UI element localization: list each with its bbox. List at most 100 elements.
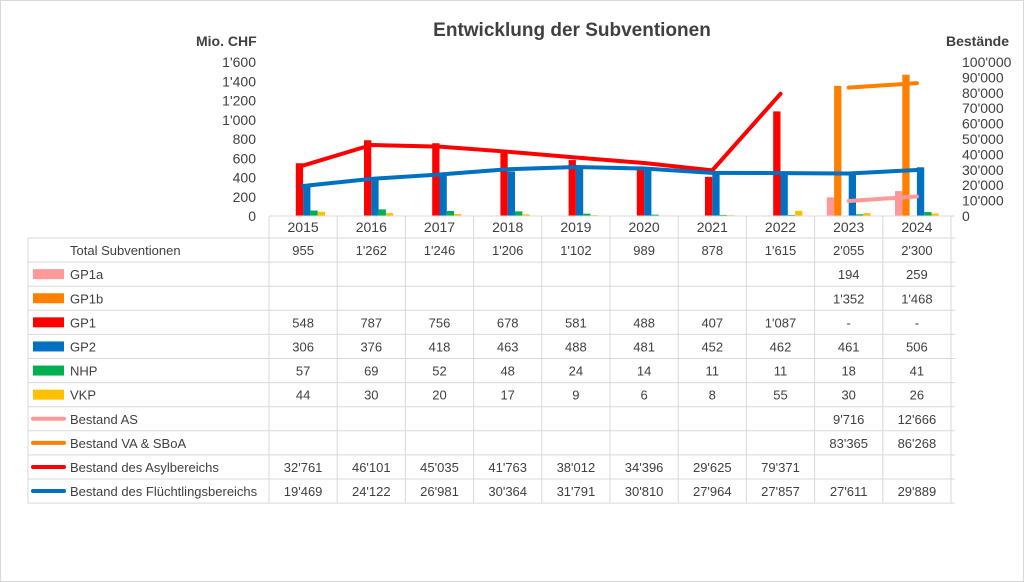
- bar-gp2: [303, 186, 311, 216]
- y-tick-label: 1'000: [222, 112, 256, 128]
- data-label: 488: [633, 315, 655, 330]
- data-label: 1'206: [492, 243, 523, 258]
- chart-title: Entwicklung der Subventionen: [433, 20, 711, 41]
- data-label: 41'763: [488, 460, 527, 475]
- legend-key-gp1a: [33, 269, 64, 280]
- y-tick-label: 1'200: [222, 93, 256, 109]
- x-tick-label: 2018: [492, 219, 523, 235]
- data-label: 1'246: [424, 243, 455, 258]
- data-label: 461: [838, 339, 860, 354]
- data-label: 30: [364, 388, 378, 403]
- line-bestand-des-asylbereichs: [301, 91, 783, 173]
- bar-gp2: [371, 179, 379, 216]
- bar-vkp: [863, 213, 871, 216]
- bar-gp2: [916, 167, 925, 216]
- x-tick-label: 2016: [356, 219, 387, 235]
- bar-nhp: [310, 210, 318, 216]
- data-label: 27'857: [761, 484, 800, 499]
- bar-gp2: [780, 171, 788, 216]
- data-label: 1'087: [765, 315, 796, 330]
- data-label: 69: [364, 364, 378, 379]
- bar-nhp: [583, 213, 591, 216]
- data-label: 44: [296, 388, 310, 403]
- row-label: GP1b: [70, 291, 103, 306]
- x-tick-label: 2019: [560, 219, 591, 235]
- x-tick-label: 2024: [901, 219, 932, 235]
- bar-nhp: [787, 214, 796, 216]
- data-label: 48: [500, 364, 514, 379]
- bar-gp1b: [834, 85, 842, 217]
- x-tick-label: 2021: [697, 219, 728, 235]
- bar-gp1: [432, 143, 440, 216]
- data-label: 9'716: [833, 412, 864, 427]
- data-label: 46'101: [352, 460, 391, 475]
- bar-gp2: [439, 175, 447, 216]
- bar-nhp: [856, 214, 864, 216]
- data-label: 548: [292, 315, 314, 330]
- y2-tick-label: 20'000: [962, 177, 1004, 193]
- data-label: 1'262: [356, 243, 387, 258]
- bar-gp2: [848, 171, 856, 216]
- bar-gp1a: [826, 197, 835, 216]
- y-tick-label: 1'400: [222, 73, 256, 89]
- y2-tick-label: 100'000: [962, 54, 1012, 70]
- row-label: Total Subventionen: [70, 243, 181, 258]
- bar-gp1b: [902, 74, 910, 216]
- bar-vkp: [385, 213, 394, 216]
- row-label: Bestand des Asylbereichs: [70, 460, 219, 475]
- data-label: 407: [701, 315, 723, 330]
- data-label: 678: [497, 315, 519, 330]
- row-label: VKP: [70, 388, 96, 403]
- data-label: 24'122: [352, 484, 391, 499]
- y2-axis-label: Bestände: [946, 33, 1009, 49]
- line-bestand-des-fl-chtlingsbereichs: [301, 165, 919, 189]
- data-label: 481: [633, 339, 655, 354]
- data-label: 32'761: [284, 460, 323, 475]
- x-tick-label: 2023: [833, 219, 864, 235]
- data-label: 83'365: [829, 436, 868, 451]
- data-label: 2'300: [901, 243, 932, 258]
- data-label: 1'352: [833, 291, 864, 306]
- data-label: 79'371: [761, 460, 800, 475]
- legend-key-vkp: [33, 389, 64, 400]
- data-label: 9: [572, 388, 579, 403]
- x-tick-label: 2020: [629, 219, 660, 235]
- y2-tick-label: 40'000: [962, 146, 1004, 162]
- bar-nhp: [446, 210, 455, 216]
- bar-vkp: [931, 213, 939, 216]
- row-label: GP2: [70, 339, 96, 354]
- data-label: 1'468: [901, 291, 932, 306]
- data-label: 55: [773, 388, 787, 403]
- y2-tick-label: 70'000: [962, 100, 1004, 116]
- y2-tick-label: 80'000: [962, 85, 1004, 101]
- x-tick-label: 2015: [288, 219, 319, 235]
- legend-key-gp1b: [33, 293, 64, 304]
- y-tick-label: 1'600: [222, 54, 256, 70]
- y2-tick-label: 50'000: [962, 131, 1004, 147]
- data-label: 45'035: [420, 460, 459, 475]
- data-label: 1'615: [765, 243, 796, 258]
- data-label: 14: [637, 364, 651, 379]
- data-label: 12'666: [898, 412, 937, 427]
- data-label: 31'791: [557, 484, 596, 499]
- legend-key-nhp: [33, 365, 64, 376]
- y2-axis-ticks: 010'00020'00030'00040'00050'00060'00070'…: [962, 54, 1012, 224]
- x-tick-label: 2022: [765, 219, 796, 235]
- data-label: 1'102: [560, 243, 591, 258]
- row-label: Bestand VA & SBoA: [70, 436, 186, 451]
- data-label: 756: [429, 315, 451, 330]
- data-label: 462: [770, 339, 792, 354]
- data-label: 488: [565, 339, 587, 354]
- data-label: 306: [292, 339, 314, 354]
- y-tick-label: 0: [248, 208, 256, 224]
- row-label: Bestand AS: [70, 412, 138, 427]
- bar-gp1a: [895, 191, 903, 216]
- bar-gp2: [507, 171, 515, 216]
- bar-nhp: [924, 212, 932, 216]
- bar-vkp: [522, 214, 530, 216]
- legend-key-gp1: [33, 317, 64, 328]
- data-label: 30: [841, 388, 855, 403]
- data-label: 418: [429, 339, 451, 354]
- row-label: NHP: [70, 364, 97, 379]
